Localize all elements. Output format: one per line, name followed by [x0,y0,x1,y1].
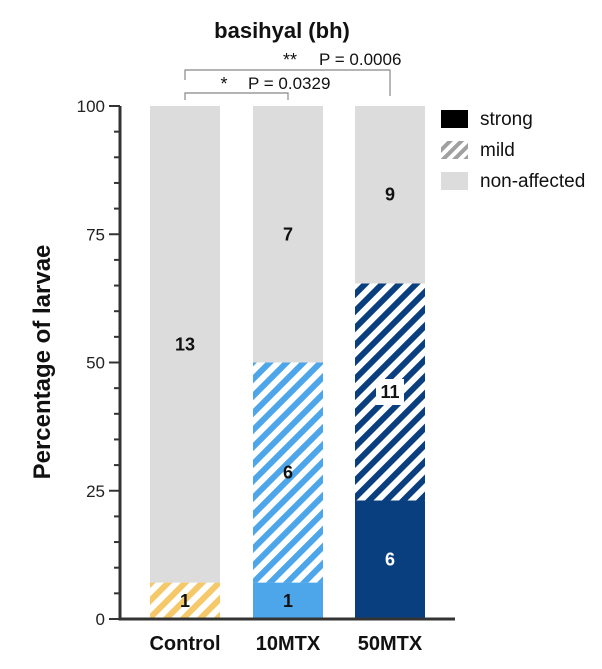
count-label: 6 [283,463,293,483]
bar-segment-control-mild [150,582,220,619]
legend-label-non-affected: non-affected [480,171,585,192]
bars: 1 13 1 6 7 6 11 9 [150,106,425,619]
bar-segment-50mtx-non-affected [355,106,425,284]
significance-stars: ** [283,50,297,70]
count-label: 13 [175,334,195,354]
y-axis: 0 25 50 75 100 [77,97,455,629]
count-label: 1 [283,591,293,611]
category-label: 10MTX [256,633,321,655]
y-tick-label: 0 [96,610,105,629]
legend-label-strong: strong [480,109,533,130]
y-tick-label: 75 [86,225,105,244]
count-label: 6 [385,550,395,570]
count-label: 9 [385,185,395,205]
bar-segment-50mtx-strong [355,500,425,619]
p-value-label: P = 0.0006 [319,50,401,69]
legend-label-mild: mild [480,140,515,161]
bar-segment-10mtx-non-affected [253,106,323,363]
count-label-background [376,378,404,405]
legend: strong mild non-affected [441,109,585,192]
significance-bracket [184,92,289,100]
category-label: 50MTX [358,633,423,655]
legend-swatch-strong [441,110,468,128]
significance-bracket [184,69,391,96]
p-value-label: P = 0.0329 [248,74,330,93]
legend-swatch-mild [441,141,468,159]
y-tick-label: 25 [86,482,105,501]
bar-segment-10mtx-strong [253,582,323,619]
count-label: 7 [283,224,293,244]
legend-swatch-non-affected [441,172,468,190]
significance-brackets: ** P = 0.0006 * P = 0.0329 [184,50,401,100]
category-label: Control [149,633,220,655]
y-tick-label: 50 [86,354,105,373]
count-label: 11 [380,382,399,402]
significance-stars: * [220,74,227,94]
category-labels: Control 10MTX 50MTX [149,633,422,655]
count-label: 1 [180,591,190,611]
bar-segment-control-non-affected [150,106,220,583]
y-axis-label: Percentage of larvae [29,245,56,480]
bar-segment-10mtx-mild [253,362,323,583]
y-tick-label: 100 [77,97,105,116]
chart-title: basihyal (bh) [214,18,350,43]
